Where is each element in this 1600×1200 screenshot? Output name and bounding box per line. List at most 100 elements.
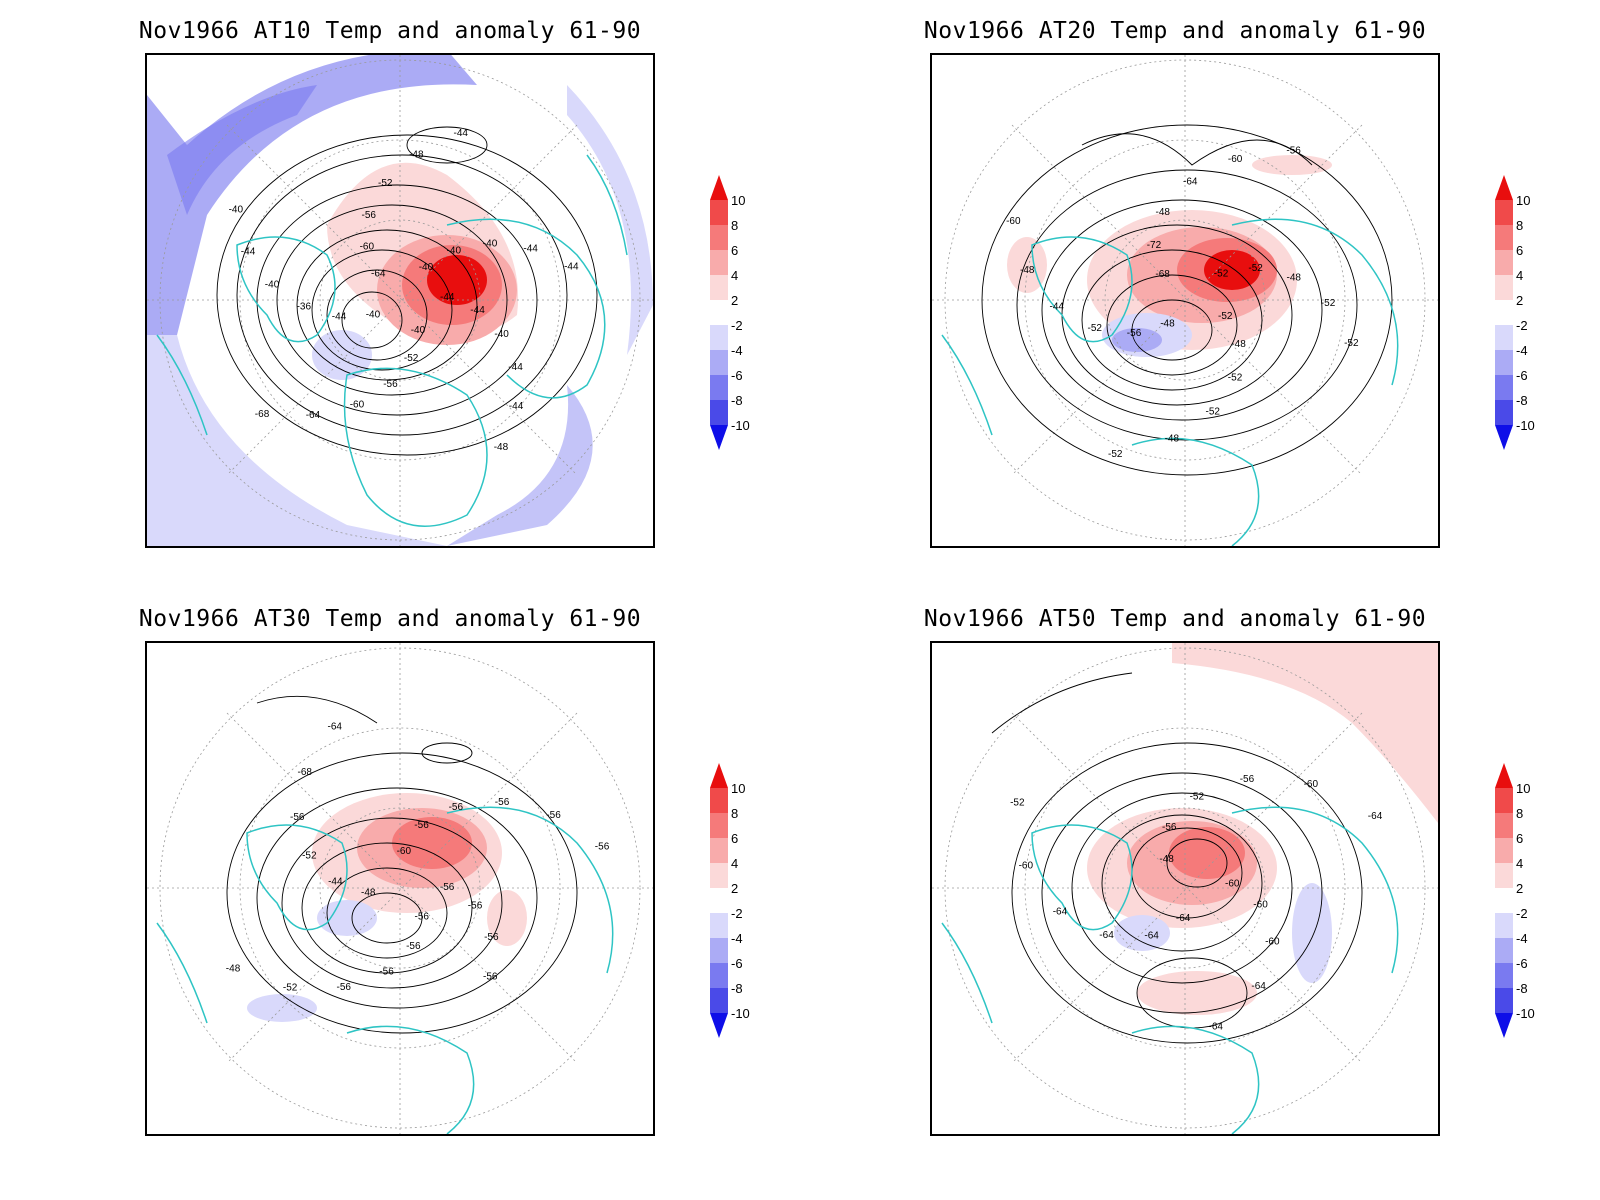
contour-label: -64 (1251, 981, 1266, 992)
contour-label: -40 (411, 325, 426, 336)
contour-label: -64 (1099, 930, 1114, 941)
colorbar-bottom-arrow (710, 425, 728, 450)
contour-label: -56 (1286, 146, 1301, 157)
contour-label: -52 (302, 850, 317, 861)
anomaly-shading (1087, 643, 1438, 1015)
polar-map: -44 -44 -40 -44 -44 -48 -40 -52 -56 -60 -64 -68 -40 -… (145, 53, 655, 548)
colorbar-swatch (710, 375, 728, 400)
polar-map: -52 -48 -52 -52 -48 -52 -48 -56 -52 -44 -48 -60 -68 -… (930, 53, 1440, 548)
colorbar-tick-label: -4 (1516, 343, 1528, 358)
contour-label: -56 (1162, 822, 1177, 833)
colorbar-svg: 10 8 6 4 2 -2 -4 -6 -8 -10 (710, 175, 750, 450)
colorbar-tick-label: -6 (1516, 956, 1528, 971)
contour-label: -48 (1231, 339, 1246, 350)
colorbar-swatch (1495, 300, 1513, 325)
colorbar-tick-label: 2 (1516, 881, 1523, 896)
contour-label: -60 (1253, 899, 1268, 910)
contour-label: -48 (1020, 265, 1035, 276)
contour-label: -60 (1225, 878, 1240, 889)
contour-label: -52 (1010, 798, 1025, 809)
contour-label: -64 (1183, 176, 1198, 187)
colorbar-tick-label: 10 (731, 781, 745, 796)
contour-label: -56 (484, 932, 499, 943)
contour-label: -44 (509, 401, 524, 412)
contour-label: -48 (1165, 434, 1180, 445)
coastlines (941, 218, 1399, 546)
contour-label: -56 (546, 810, 561, 821)
colorbar-tick-label: 8 (731, 218, 738, 233)
lat-lon-grid (932, 643, 1438, 1134)
colorbar-swatch (710, 400, 728, 425)
contour-label: -48 (361, 888, 376, 899)
colorbar: 10 8 6 4 2 -2 -4 -6 -8 -10 (708, 763, 768, 1048)
colorbar-tick-label: 2 (731, 293, 738, 308)
colorbar-swatch (1495, 375, 1513, 400)
contour-label: -52 (1321, 298, 1336, 309)
contour-label: -40 (366, 310, 381, 321)
coastlines (156, 806, 614, 1134)
contour-label: -56 (449, 802, 464, 813)
contour-label: -48 (409, 149, 424, 160)
coastlines (156, 154, 628, 527)
colorbar-top-arrow (710, 175, 728, 200)
colorbar-swatch (710, 938, 728, 963)
colorbar-swatch (1495, 350, 1513, 375)
colorbar-tick-label: -4 (731, 343, 743, 358)
contour-label: -40 (447, 245, 462, 256)
colorbar-top-arrow (710, 763, 728, 788)
colorbar-tick-label: -6 (1516, 368, 1528, 383)
colorbar-swatch (1495, 838, 1513, 863)
contour-label: -44 (470, 305, 485, 316)
colorbar-swatch (710, 350, 728, 375)
colorbar: 10 8 6 4 2 -2 -4 -6 -8 -10 (1493, 175, 1553, 460)
lat-lon-grid (147, 643, 653, 1134)
colorbar-tick-label: 8 (1516, 218, 1523, 233)
temperature-contours (981, 124, 1393, 476)
colorbar-tick-label: -4 (1516, 931, 1528, 946)
colorbar-svg: 10 8 6 4 2 -2 -4 -6 -8 -10 (1495, 763, 1535, 1038)
contour-label: -48 (1156, 207, 1171, 218)
contour-label: -64 (1176, 913, 1191, 924)
panel-title: Nov1966 AT10 Temp and anomaly 61-90 (138, 18, 642, 44)
colorbar-swatch (710, 913, 728, 938)
contour-label: -60 (350, 399, 365, 410)
contour-label: -64 (371, 269, 386, 280)
colorbar-tick-label: 4 (1516, 268, 1523, 283)
contour-labels: -64 -64 -64 -64 -60 -52 -48 -56 -52 -56 -60 -64 -60 -… (1010, 774, 1383, 1032)
panel-at30: Nov1966 AT30 Temp and anomaly 61-90 (0, 588, 780, 1188)
contour-label: -56 (337, 982, 352, 993)
colorbar-swatch (1495, 863, 1513, 888)
contour-label: -52 (283, 982, 298, 993)
contour-label: -40 (419, 262, 434, 273)
colorbar-swatch (1495, 788, 1513, 813)
contour-label: -68 (255, 409, 270, 420)
colorbar: 10 8 6 4 2 -2 -4 -6 -8 -10 (1493, 763, 1553, 1048)
contour-label: -64 (1053, 907, 1068, 918)
lat-lon-grid (932, 55, 1438, 546)
colorbar-tick-label: 4 (731, 268, 738, 283)
coastlines (941, 806, 1399, 1134)
contour-label: -52 (1248, 263, 1263, 274)
colorbar-swatch (710, 300, 728, 325)
colorbar-top-arrow (1495, 763, 1513, 788)
colorbar-tick-label: 6 (731, 243, 738, 258)
colorbar-tick-label: 8 (731, 806, 738, 821)
contour-label: -56 (362, 210, 377, 221)
contour-label: -40 (229, 204, 244, 215)
colorbar-tick-label: -10 (731, 1006, 750, 1021)
colorbar-swatch (1495, 275, 1513, 300)
colorbar-swatch (710, 250, 728, 275)
colorbar-swatch (710, 325, 728, 350)
contour-label: -72 (1147, 240, 1162, 251)
colorbar-bottom-arrow (710, 1013, 728, 1038)
contour-label: -56 (595, 842, 610, 853)
temperature-contours (226, 695, 578, 1034)
contour-label: -64 (1144, 931, 1159, 942)
contour-label: -56 (379, 967, 394, 978)
contour-label: -44 (440, 292, 455, 303)
colorbar-tick-label: 10 (731, 193, 745, 208)
colorbar-tick-label: -8 (1516, 393, 1528, 408)
temperature-contours (991, 672, 1363, 1044)
colorbar-swatch (1495, 913, 1513, 938)
colorbar-swatch (710, 963, 728, 988)
